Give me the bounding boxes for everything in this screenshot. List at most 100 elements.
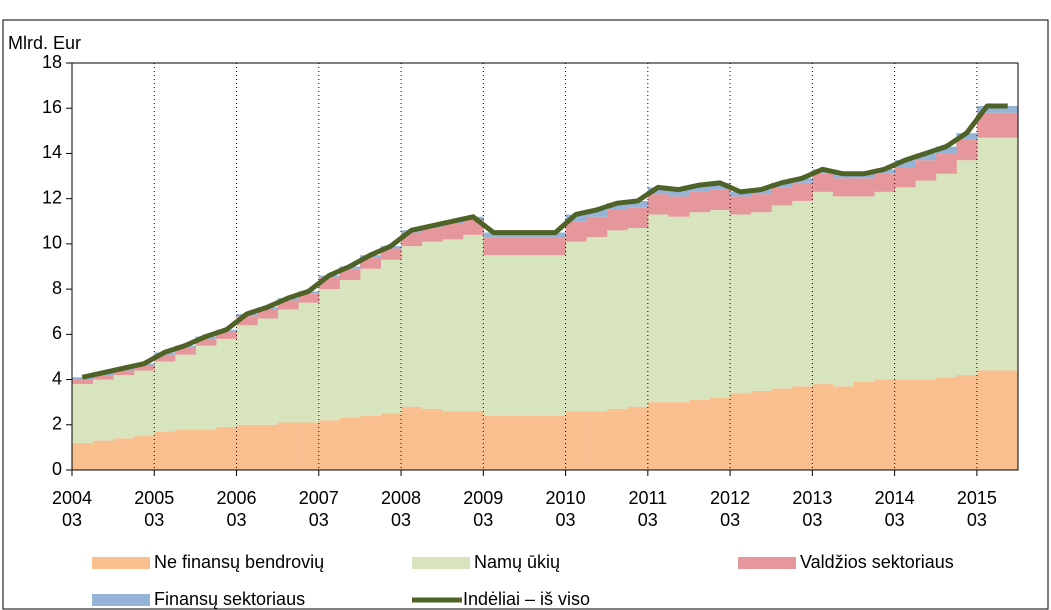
bar-segment [668,196,690,217]
bar-segment [832,386,854,470]
x-tick-label: 2007 03 [298,488,339,530]
bar-segment [442,411,464,470]
bar-segment [421,241,443,409]
legend-label: Ne finansų bendrovių [154,552,324,572]
y-tick-label: 6 [52,323,62,343]
bar-segment [915,379,937,470]
bar-segment [236,424,258,470]
bar-segment [113,370,135,376]
bar-segment [298,422,320,470]
bar-segment [462,411,484,470]
bar-segment [195,429,217,470]
bar-segment [174,429,196,470]
bar-segment [92,440,114,470]
bar-segment [709,182,731,190]
bar-segment [586,216,608,238]
bar-segment [380,248,402,260]
bar-segment [503,415,525,470]
bar-segment [174,347,196,355]
bar-segment [976,112,998,138]
y-tick-label: 0 [52,459,62,479]
bar-segment [935,377,957,470]
bar-segment [195,345,217,430]
bar-segment [359,257,381,269]
y-tick-label: 12 [42,187,62,207]
x-tick-label: 2004 03 [51,488,93,530]
bar-segment [627,200,649,208]
x-tick-label: 2015 03 [956,488,997,530]
legend-label: Namų ūkių [474,552,560,572]
bar-segment [133,365,155,371]
y-tick-label: 16 [42,97,62,117]
bar-segment [874,173,896,192]
bar-segment [380,259,402,414]
bar-segment [586,209,608,217]
legend-swatch [92,594,150,606]
bar-segment [771,388,793,470]
bar-segment [688,185,711,192]
bar-segment [771,205,793,389]
bar-segment [359,415,381,470]
bar-segment [483,237,505,256]
bar-segment [997,137,1019,371]
bar-segment [791,182,813,201]
bar-segment [401,246,423,407]
bar-segment [853,196,875,382]
x-tick-label: 2013 03 [792,488,833,530]
bar-segment [462,234,484,412]
bar-segment [401,406,423,470]
bar-segment [730,393,752,470]
bar-segment [174,354,196,430]
bar-segment [195,338,217,346]
bar-segment [956,139,978,161]
bar-segment [442,239,464,412]
bar-segment [750,390,772,470]
x-tick-label: 2009 03 [463,488,504,530]
bar-segment [894,167,916,188]
bar-segment [832,178,854,197]
bar-segment [565,411,587,470]
bar-segment [421,228,443,242]
bar-segment [92,375,114,380]
bar-segment [72,379,94,385]
bar-segment [359,268,381,416]
bar-segment [565,241,587,412]
y-tick-label: 10 [42,233,62,253]
bar-segment [935,153,957,174]
y-axis-label: Mlrd. Eur [8,33,81,53]
bar-segment [997,370,1019,470]
bar-segment [997,105,1019,113]
x-tick-label: 2014 03 [874,488,915,530]
x-tick-label: 2010 03 [545,488,586,530]
bar-segment [606,230,628,409]
bar-segment [709,209,731,398]
bar-segment [113,375,135,439]
bar-segment [956,160,978,376]
legend-label: Indėliai – iš viso [463,589,590,609]
bar-segment [339,268,361,281]
legend-label: Valdžios sektoriaus [800,552,954,572]
bar-segment [894,160,916,168]
bar-segment [545,237,567,256]
bar-segment [298,302,320,423]
bar-segment [277,309,299,423]
bar-segment [771,187,793,206]
x-tick-label: 2005 03 [134,488,175,530]
bar-segment [421,408,443,470]
bar-segment [606,209,628,231]
bar-segment [154,431,176,470]
bar-segment [503,237,525,256]
bar-segment [483,255,505,416]
bar-segment [606,408,628,470]
bar-segment [113,438,135,470]
bar-segment [565,214,587,222]
bar-segment [133,370,155,437]
bar-segment [627,228,649,407]
bar-segment [380,413,402,470]
bar-segment [853,178,875,197]
bar-segment [935,146,957,154]
chart-border [2,19,1049,610]
bar-segment [915,160,937,181]
